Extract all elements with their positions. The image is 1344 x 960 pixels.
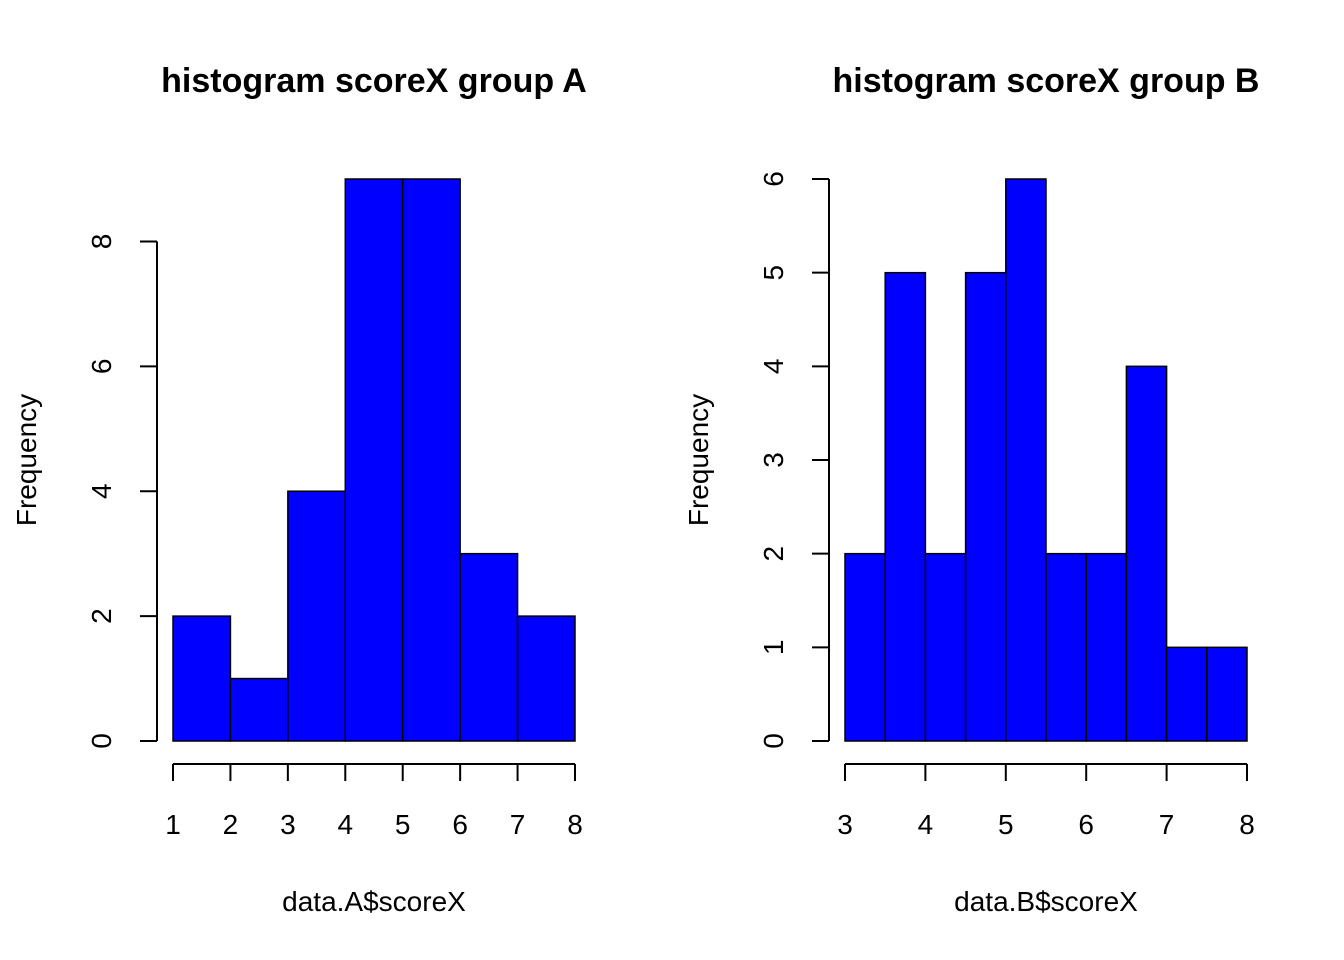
x-axis-label: data.B$scoreX (954, 886, 1138, 917)
histogram-bar (229, 677, 289, 742)
y-tick-label: 3 (758, 452, 789, 468)
x-tick-label: 3 (280, 809, 296, 840)
y-axis-label: Frequency (11, 394, 42, 526)
x-tick-label: 7 (1159, 809, 1175, 840)
y-tick-label: 2 (86, 608, 117, 624)
histogram-bar (1206, 646, 1248, 742)
histogram-bar (1125, 365, 1168, 742)
x-axis-label: data.A$scoreX (282, 886, 466, 917)
y-tick-label: 8 (86, 234, 117, 250)
y-tick-label: 4 (758, 359, 789, 375)
x-tick-label: 8 (567, 809, 583, 840)
x-tick-label: 4 (918, 809, 934, 840)
histogram-bar (459, 552, 519, 742)
y-tick-label: 0 (758, 733, 789, 749)
histogram-bar (1165, 646, 1208, 742)
histogram-panel-group-a: histogram scoreX group A data.A$scoreX F… (11, 62, 587, 917)
y-tick-label: 6 (758, 171, 789, 187)
chart-title: histogram scoreX group A (161, 62, 587, 100)
x-tick-label: 5 (998, 809, 1014, 840)
x-tick-label: 2 (223, 809, 239, 840)
y-tick-label: 4 (86, 483, 117, 499)
x-tick-label: 6 (452, 809, 468, 840)
histogram-bar (964, 271, 1007, 742)
x-tick-label: 1 (165, 809, 181, 840)
histogram-bar (401, 178, 461, 742)
chart-title: histogram scoreX group B (833, 62, 1260, 100)
x-tick-label: 8 (1239, 809, 1255, 840)
histogram-bar (884, 271, 927, 742)
histogram-bar (844, 552, 886, 742)
x-tick-label: 7 (510, 809, 526, 840)
histogram-bar (516, 615, 576, 742)
histogram-bar (1005, 178, 1047, 742)
y-tick-label: 1 (758, 640, 789, 656)
x-tick-label: 3 (837, 809, 853, 840)
x-tick-label: 6 (1078, 809, 1094, 840)
y-tick-label: 2 (758, 546, 789, 562)
histogram-bar (1085, 552, 1128, 742)
histogram-bar (1045, 552, 1087, 742)
histogram-bar (344, 178, 404, 742)
histogram-bar (287, 490, 347, 742)
y-axis-label: Frequency (683, 394, 714, 526)
y-tick-label: 6 (86, 359, 117, 375)
x-tick-label: 5 (395, 809, 411, 840)
histogram-bar (924, 552, 967, 742)
histogram-bar (172, 615, 232, 742)
y-tick-label: 5 (758, 265, 789, 281)
histogram-panel-group-b: histogram scoreX group B data.B$scoreX F… (683, 62, 1259, 917)
x-tick-label: 4 (337, 809, 353, 840)
y-tick-label: 0 (86, 733, 117, 749)
